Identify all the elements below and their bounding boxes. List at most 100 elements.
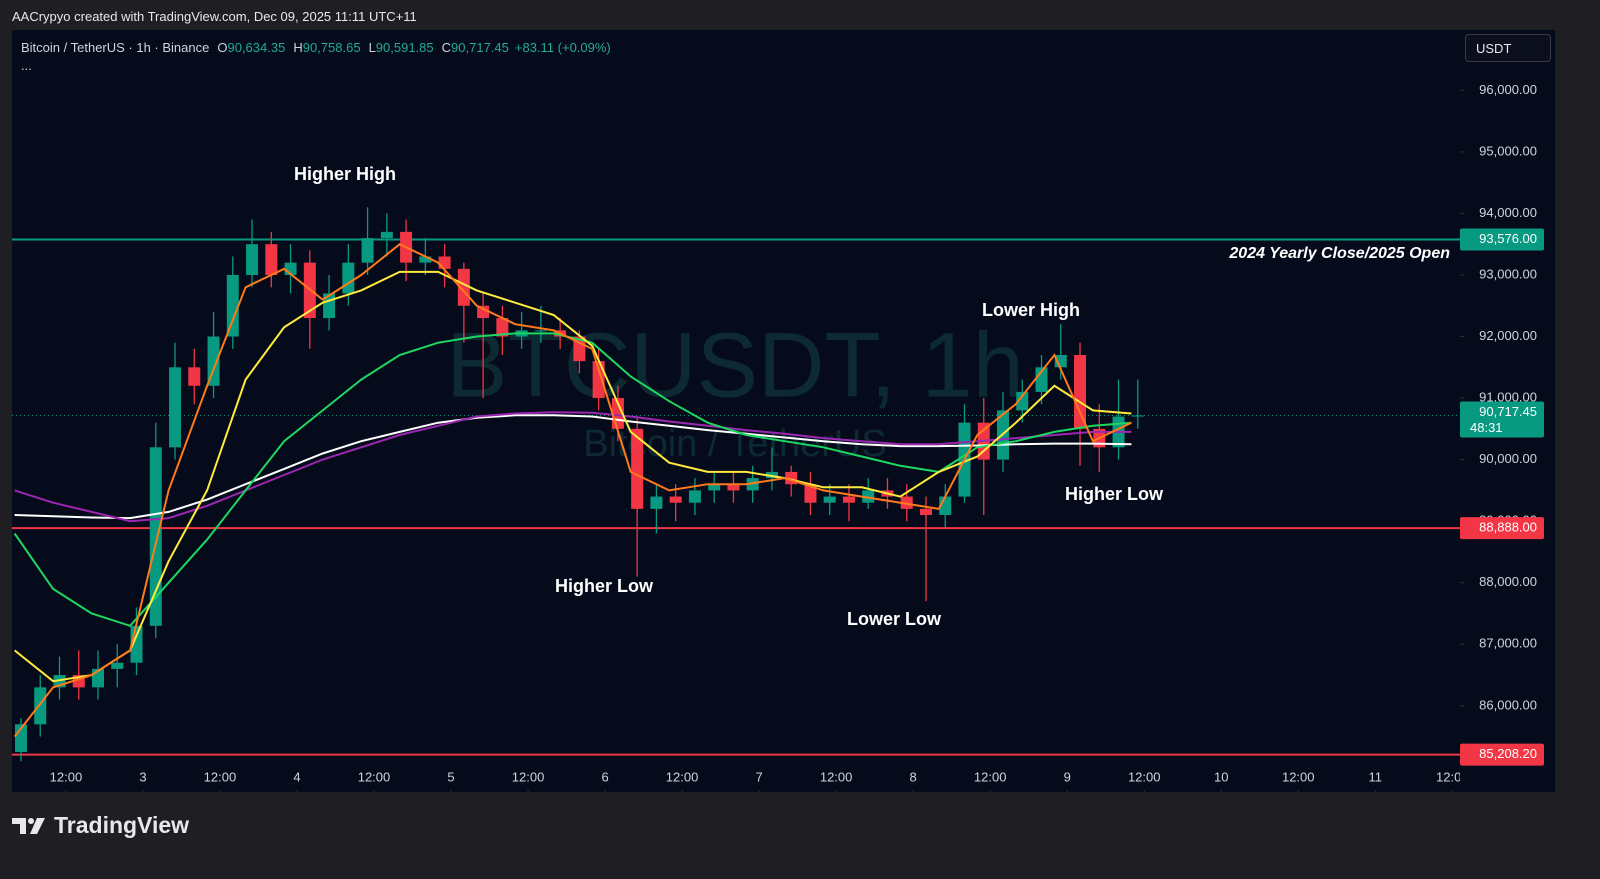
- candle-body: [111, 662, 124, 669]
- more[interactable]: ...: [21, 58, 32, 73]
- x-tick-label: 4: [293, 769, 300, 784]
- x-tick-label: 7: [755, 769, 762, 784]
- candle-body: [207, 336, 220, 386]
- candle-body: [688, 490, 701, 503]
- footer: TradingView: [12, 812, 189, 839]
- candle-body: [457, 268, 470, 306]
- ohlc-key: L: [368, 40, 376, 55]
- candle-body: [419, 256, 432, 263]
- candle-body: [1131, 415, 1144, 417]
- candle-body: [265, 244, 278, 275]
- candle-body: [746, 478, 759, 491]
- candle-body: [149, 447, 162, 626]
- price-label: 93,576.00: [1479, 231, 1537, 246]
- candle-body: [477, 305, 490, 319]
- candle-body: [534, 330, 547, 332]
- candle-body: [573, 336, 586, 362]
- candle-body: [226, 274, 239, 337]
- candle-body: [631, 428, 644, 509]
- change: +83.11 (+0.09%): [514, 40, 611, 55]
- moving-average: [13, 243, 1132, 738]
- annotation: Higher Low: [555, 576, 654, 596]
- y-tick-label: 96,000.00: [1479, 82, 1537, 97]
- y-tick-label: 90,000.00: [1479, 451, 1537, 466]
- y-tick-label: 95,000.00: [1479, 143, 1537, 158]
- x-tick-label: 12:00: [512, 769, 545, 784]
- candle-body: [169, 367, 182, 448]
- x-tick-label: 12:00: [666, 769, 699, 784]
- candle-body: [438, 256, 451, 269]
- candle-body: [34, 687, 47, 725]
- ohlc-value: 90,758.65: [302, 40, 361, 55]
- moving-average: [14, 411, 1132, 523]
- credit: AACrypyo created with TradingView.com, D…: [12, 9, 417, 24]
- candle-body: [862, 490, 875, 503]
- annotation: Lower Low: [847, 609, 942, 629]
- x-tick-label: 9: [1064, 769, 1071, 784]
- price-label: 85,208.20: [1479, 746, 1537, 761]
- candle-body: [919, 508, 932, 516]
- candle-body: [650, 496, 663, 509]
- annotation: Higher High: [294, 164, 396, 184]
- ohlc-value: 90,634.35: [227, 40, 286, 55]
- ohlc-value: 90,591.85: [375, 40, 434, 55]
- candle-body: [592, 361, 605, 399]
- x-tick-label: 5: [447, 769, 454, 784]
- plot: [12, 207, 1460, 762]
- moving-average: [13, 270, 1132, 683]
- candle-body: [804, 484, 817, 503]
- watermark: BTCUSDT, 1h: [446, 314, 1024, 416]
- y-tick-label: 94,000.00: [1479, 205, 1537, 220]
- x-tick-label: 12:00: [820, 769, 853, 784]
- x-tick-label: 8: [910, 769, 917, 784]
- candle-body: [1074, 354, 1087, 429]
- ohlc-value: 90,717.45: [451, 40, 509, 55]
- ohlc-key: H: [293, 40, 303, 55]
- annotation: Higher Low: [1065, 484, 1164, 504]
- candle-body: [727, 484, 740, 491]
- candle-body: [342, 262, 355, 294]
- y-tick-label: 92,000.00: [1479, 328, 1537, 343]
- x-tick-label: 10: [1214, 769, 1228, 784]
- x-tick-label: 6: [601, 769, 608, 784]
- candle-body: [246, 244, 259, 275]
- candle-body: [669, 496, 682, 503]
- candle-body: [708, 484, 721, 491]
- y-tick-label: 91,000.00: [1479, 390, 1537, 405]
- price-label-box: [1460, 228, 1544, 251]
- x-tick-label: 12:00: [1436, 769, 1469, 784]
- candle-body: [900, 496, 913, 509]
- annotation: 2024 Yearly Close/2025 Open: [1228, 245, 1450, 262]
- brand: TradingView: [54, 812, 190, 838]
- y-tick-label: 93,000.00: [1479, 266, 1537, 281]
- candle-body: [765, 471, 778, 479]
- x-tick-label: 3: [139, 769, 146, 784]
- x-tick-label: 12:00: [50, 769, 83, 784]
- x-tick-label: 12:00: [1128, 769, 1161, 784]
- legend: Bitcoin / TetherUS · 1h · Binance O 90,634…: [21, 40, 611, 55]
- candle-body: [1016, 391, 1029, 411]
- x-tick-label: 12:00: [204, 769, 237, 784]
- last-price-label: 90,717.45: [1479, 404, 1537, 419]
- x-tick-label: 11: [1369, 769, 1383, 784]
- currency-button[interactable]: USDT: [1465, 34, 1551, 62]
- candle-body: [823, 496, 836, 503]
- x-tick-label: 12:00: [1282, 769, 1315, 784]
- moving-average: [13, 332, 1132, 627]
- candle-body: [496, 318, 509, 337]
- last-price-box: [1460, 401, 1544, 438]
- annotation: Lower High: [982, 300, 1080, 320]
- x-tick-label: 12:00: [358, 769, 391, 784]
- candle-body: [188, 367, 201, 386]
- axes: 86,000.0087,000.0088,000.0089,000.0090,0…: [50, 82, 1544, 792]
- y-tick-label: 86,000.00: [1479, 697, 1537, 712]
- candle-body: [380, 231, 393, 239]
- candle-body: [1035, 367, 1048, 392]
- price-label: 88,888.00: [1479, 520, 1537, 535]
- ohlc-key: C: [441, 40, 452, 55]
- candle-body: [361, 238, 374, 263]
- y-tick-label: 88,000.00: [1479, 574, 1537, 589]
- symbol: Bitcoin / TetherUS · 1h · Binance: [21, 40, 210, 55]
